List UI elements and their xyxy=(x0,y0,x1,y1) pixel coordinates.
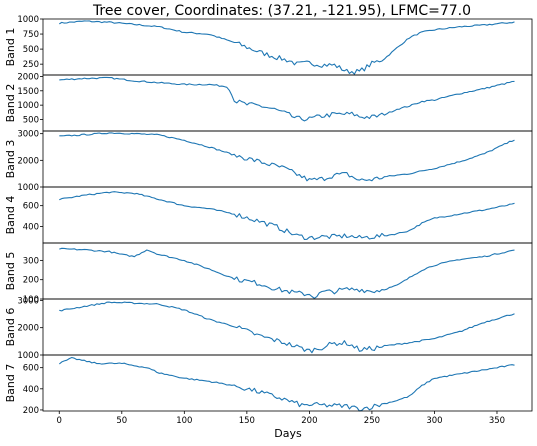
panel-band-5: 100 200 300 Band 5 xyxy=(4,242,533,305)
y-tick-label: 1000 xyxy=(17,351,39,361)
x-tick-label: 300 xyxy=(426,416,442,426)
panel-band-4: 400 600 Band 4 xyxy=(4,186,533,244)
panel-frame xyxy=(42,18,533,76)
y-tick-label: 100 xyxy=(23,295,39,305)
panel-frame xyxy=(42,130,533,188)
series-line-band-3 xyxy=(59,132,515,182)
x-tick-label: 350 xyxy=(489,416,505,426)
series-line-band-7 xyxy=(58,356,515,412)
y-tick-label: 300 xyxy=(23,256,39,266)
x-tick-label: 50 xyxy=(116,416,127,426)
y-tick-label: 200 xyxy=(23,276,39,286)
y-tick-label: 1500 xyxy=(17,87,39,97)
panel-frame xyxy=(42,298,533,356)
series-line-band-1 xyxy=(59,20,515,75)
y-axis-label: Band 7 xyxy=(4,364,17,403)
y-axis-label: Band 6 xyxy=(4,308,17,347)
x-axis: 0 50 100 150 200 250 300 350 xyxy=(57,411,505,426)
y-axis-label: Band 4 xyxy=(4,196,17,235)
y-tick-label: 3000 xyxy=(17,130,39,140)
y-tick-label: 1000 xyxy=(17,15,39,25)
y-tick-label: 3000 xyxy=(17,296,39,306)
y-tick-label: 200 xyxy=(23,406,39,416)
y-tick-label: 600 xyxy=(23,202,39,212)
x-tick-label: 100 xyxy=(176,416,192,426)
y-axis-label: Band 1 xyxy=(4,28,17,67)
y-axis-label: Band 3 xyxy=(4,140,17,179)
x-tick-label: 0 xyxy=(57,416,62,426)
y-tick-label: 2000 xyxy=(17,156,39,166)
y-axis-label: Band 5 xyxy=(4,252,17,291)
series-line-band-2 xyxy=(59,76,515,122)
x-tick-label: 200 xyxy=(301,416,317,426)
y-tick-label: 1000 xyxy=(17,183,39,193)
y-tick-label: 500 xyxy=(23,45,39,55)
y-tick-label: 1000 xyxy=(17,101,39,111)
x-tick-label: 150 xyxy=(239,416,255,426)
series-line-band-6 xyxy=(59,301,515,354)
y-axis-label: Band 2 xyxy=(4,84,17,123)
chart-title: Tree cover, Coordinates: (37.21, -121.95… xyxy=(92,3,471,19)
series-line-band-4 xyxy=(59,191,515,241)
panel-frame xyxy=(42,74,533,132)
y-tick-label: 500 xyxy=(23,116,39,126)
panel-band-7: 200 400 600 Band 7 xyxy=(4,354,533,416)
y-tick-label: 400 xyxy=(23,385,39,395)
x-tick-label: 250 xyxy=(364,416,380,426)
y-tick-label: 2000 xyxy=(17,72,39,82)
y-tick-label: 600 xyxy=(23,364,39,374)
y-tick-label: 2000 xyxy=(17,324,39,334)
y-tick-label: 750 xyxy=(23,30,39,40)
y-tick-label: 400 xyxy=(23,222,39,232)
x-axis-label: Days xyxy=(274,427,302,440)
y-tick-label: 250 xyxy=(23,60,39,70)
series-line-band-5 xyxy=(59,247,515,299)
panel-frame xyxy=(42,354,533,412)
